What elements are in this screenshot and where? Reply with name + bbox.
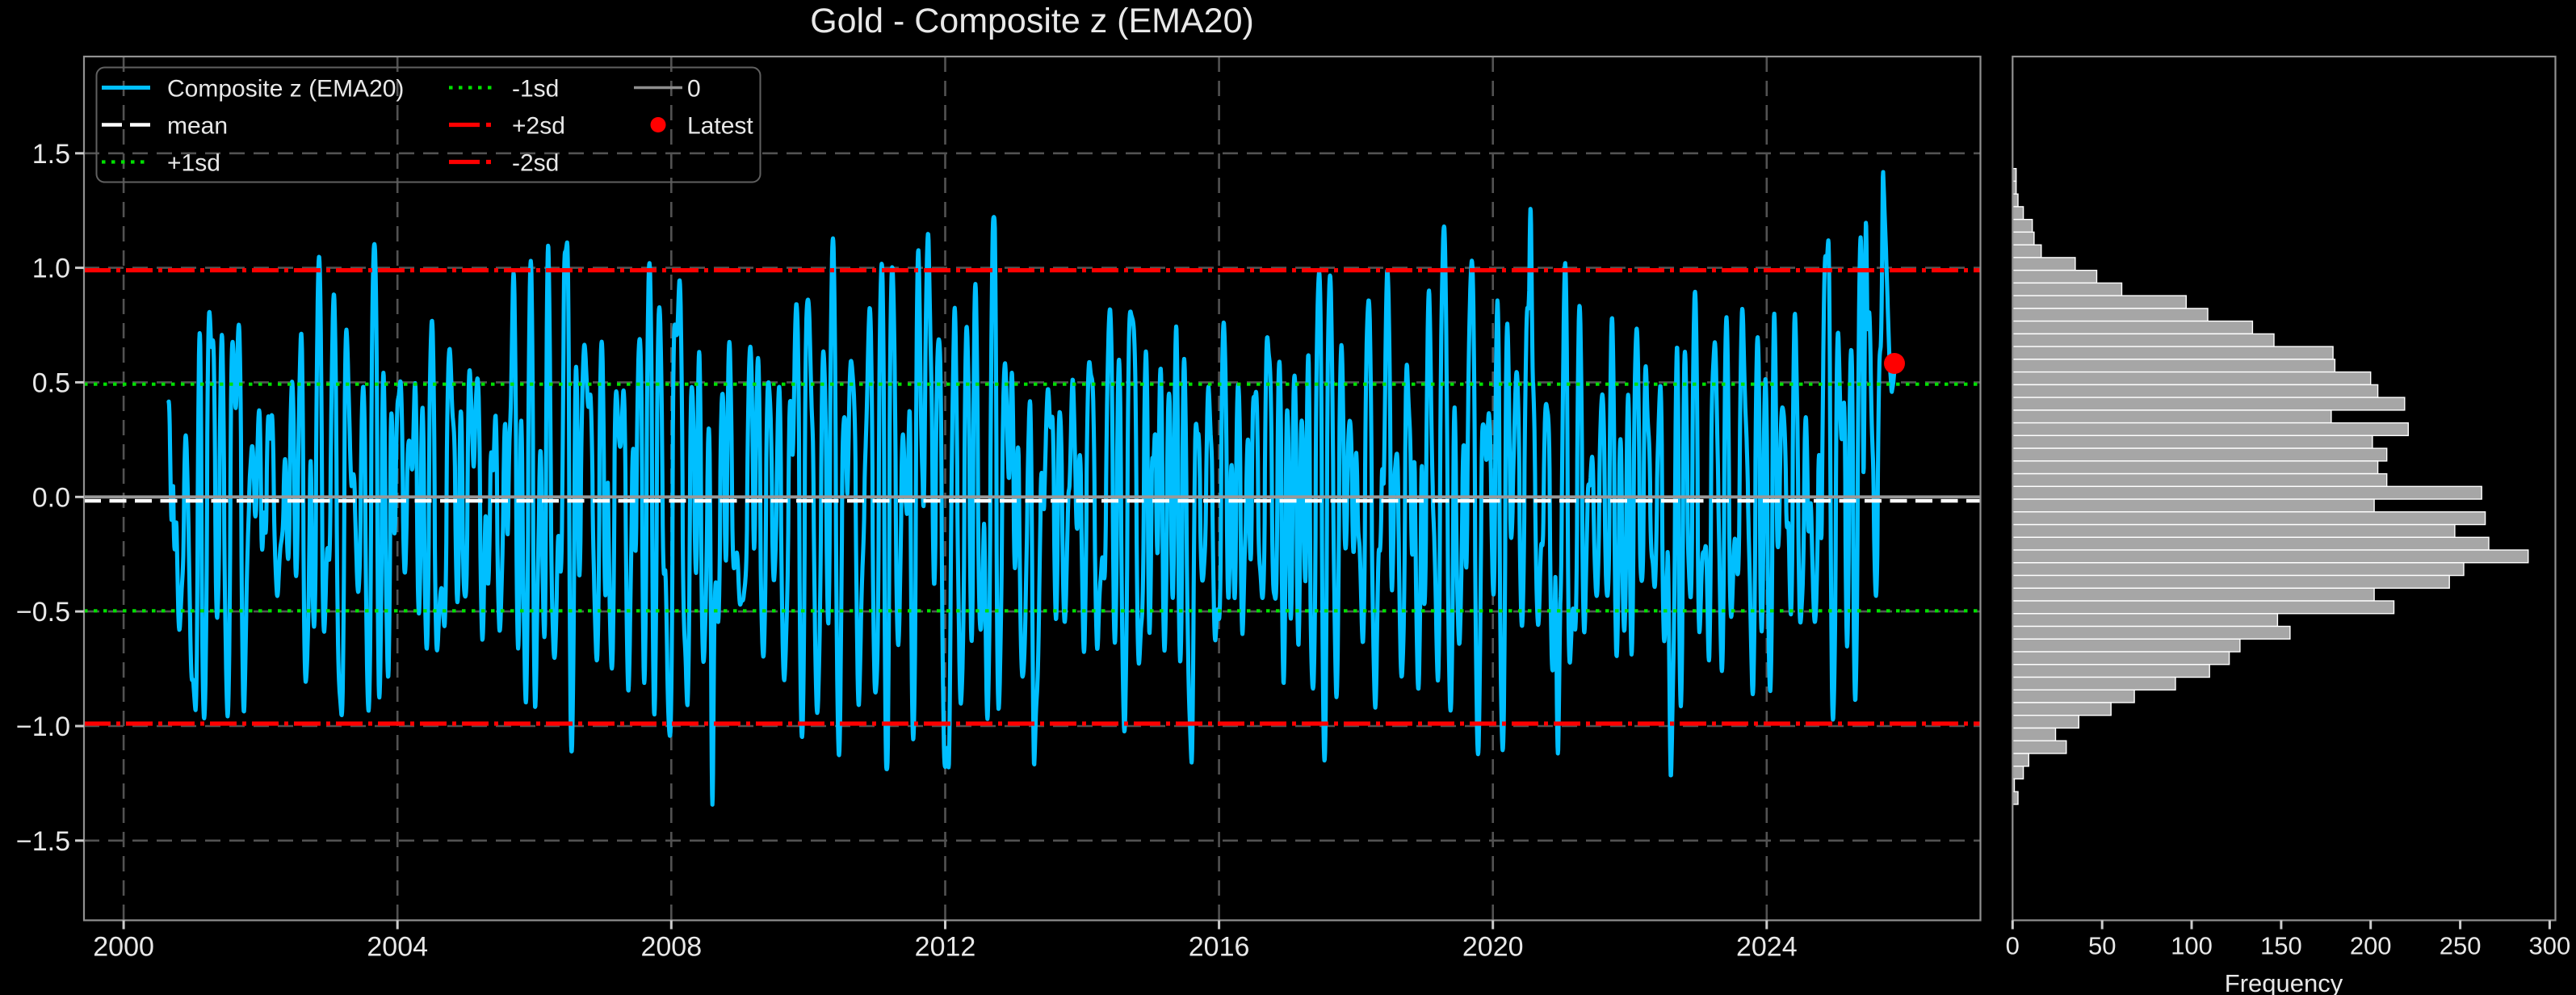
svg-text:Frequency: Frequency: [2225, 969, 2343, 995]
svg-text:2020: 2020: [1462, 932, 1524, 963]
svg-text:+2sd: +2sd: [512, 113, 565, 140]
svg-text:300: 300: [2529, 932, 2571, 960]
svg-text:Composite z (EMA20): Composite z (EMA20): [167, 76, 404, 103]
svg-text:0.5: 0.5: [32, 368, 70, 399]
svg-text:2012: 2012: [915, 932, 976, 963]
svg-text:−0.5: −0.5: [16, 597, 70, 628]
svg-text:100: 100: [2171, 932, 2213, 960]
svg-text:0: 0: [2006, 932, 2020, 960]
svg-text:mean: mean: [167, 113, 228, 140]
svg-text:−1.0: −1.0: [16, 712, 70, 742]
svg-text:2004: 2004: [367, 932, 428, 963]
svg-text:2000: 2000: [93, 932, 154, 963]
svg-text:2024: 2024: [1736, 932, 1798, 963]
svg-text:1.0: 1.0: [32, 254, 70, 284]
svg-text:Latest: Latest: [687, 113, 753, 140]
svg-text:Gold - Composite z (EMA20): Gold - Composite z (EMA20): [810, 2, 1254, 40]
svg-text:0.0: 0.0: [32, 482, 70, 513]
svg-text:+1sd: +1sd: [167, 150, 220, 177]
svg-text:2016: 2016: [1189, 932, 1250, 963]
svg-text:200: 200: [2350, 932, 2392, 960]
svg-text:50: 50: [2088, 932, 2116, 960]
svg-text:−1.5: −1.5: [16, 826, 70, 857]
svg-text:150: 150: [2260, 932, 2302, 960]
svg-text:-2sd: -2sd: [512, 150, 559, 177]
svg-text:-1sd: -1sd: [512, 76, 559, 103]
svg-text:1.5: 1.5: [32, 139, 70, 170]
svg-text:0: 0: [687, 76, 701, 103]
svg-text:250: 250: [2440, 932, 2482, 960]
svg-text:2008: 2008: [640, 932, 702, 963]
